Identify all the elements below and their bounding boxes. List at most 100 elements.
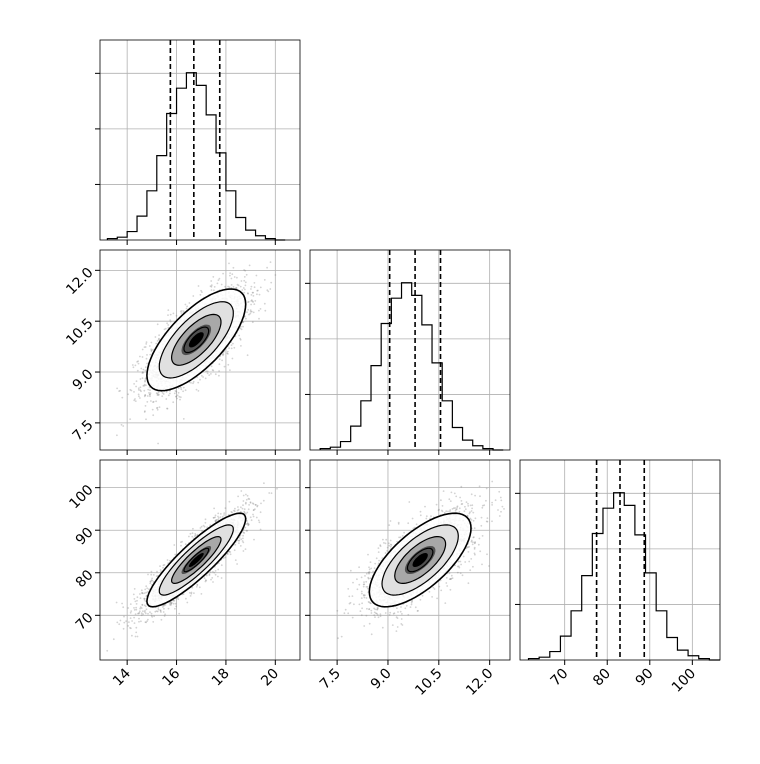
scatter-point — [138, 389, 140, 391]
scatter-point — [205, 518, 207, 520]
scatter-point — [190, 382, 192, 384]
scatter-point — [242, 326, 244, 328]
scatter-point — [243, 292, 245, 294]
scatter-point — [180, 311, 182, 313]
scatter-point — [146, 358, 148, 360]
panel-content-0-2 — [100, 460, 300, 660]
scatter-point — [276, 488, 278, 490]
scatter-point — [135, 636, 137, 638]
scatter-point — [227, 351, 229, 353]
scatter-point — [170, 314, 172, 316]
scatter-point — [151, 342, 153, 344]
scatter-point — [242, 508, 244, 510]
scatter-point — [212, 581, 214, 583]
scatter-point — [177, 394, 179, 396]
scatter-point — [233, 267, 235, 269]
scatter-point — [215, 574, 217, 576]
scatter-point — [218, 370, 220, 372]
scatter-point — [180, 312, 182, 314]
scatter-point — [165, 398, 167, 400]
scatter-point — [186, 306, 188, 308]
scatter-point — [192, 532, 194, 534]
scatter-point — [256, 290, 258, 292]
scatter-point — [253, 312, 255, 314]
scatter-point — [169, 604, 171, 606]
scatter-point — [259, 294, 261, 296]
scatter-point — [167, 559, 169, 561]
scatter-point — [245, 548, 247, 550]
scatter-point — [224, 557, 226, 559]
scatter-point — [246, 499, 248, 501]
scatter-point — [220, 513, 222, 515]
scatter-point — [240, 490, 242, 492]
scatter-point — [224, 286, 226, 288]
scatter-point — [234, 508, 236, 510]
scatter-point — [175, 391, 177, 393]
scatter-point — [174, 608, 176, 610]
scatter-point — [142, 349, 144, 351]
scatter-point — [118, 623, 120, 625]
scatter-point — [229, 369, 231, 371]
scatter-point — [245, 285, 247, 287]
scatter-point — [207, 370, 209, 372]
scatter-point — [121, 603, 123, 605]
scatter-point — [242, 321, 244, 323]
scatter-point — [250, 288, 252, 290]
scatter-point — [155, 336, 157, 338]
scatter-point — [236, 277, 238, 279]
scatter-point — [264, 303, 266, 305]
scatter-point — [140, 386, 142, 388]
scatter-point — [159, 565, 161, 567]
hist-frame-1 — [310, 250, 510, 450]
scatter-point — [225, 507, 227, 509]
scatter-point — [221, 360, 223, 362]
scatter-point — [179, 399, 181, 401]
scatter-point — [250, 304, 252, 306]
scatter-point — [185, 598, 187, 600]
scatter-point — [122, 425, 124, 427]
scatter-point — [188, 536, 190, 538]
scatter-point — [153, 574, 155, 576]
scatter-point — [141, 592, 143, 594]
scatter-point — [132, 364, 134, 366]
scatter-point — [135, 627, 137, 629]
scatter-point — [140, 378, 142, 380]
scatter-point — [259, 521, 261, 523]
scatter-point — [183, 418, 185, 420]
scatter-point — [129, 418, 131, 420]
scatter-point — [106, 650, 108, 652]
scatter-point — [201, 593, 203, 595]
scatter-point — [152, 349, 154, 351]
scatter-point — [144, 370, 146, 372]
scatter-point — [148, 588, 150, 590]
scatter-point — [145, 585, 147, 587]
scatter-point — [142, 613, 144, 615]
scatter-point — [173, 544, 175, 546]
scatter-point — [245, 502, 247, 504]
scatter-point — [255, 504, 257, 506]
scatter-point — [223, 514, 225, 516]
scatter-point — [211, 577, 213, 579]
scatter-point — [180, 387, 182, 389]
scatter-point — [113, 638, 115, 640]
hist-frame-0 — [100, 40, 300, 240]
scatter-point — [178, 392, 180, 394]
scatter-point — [242, 535, 244, 537]
scatter-point — [158, 339, 160, 341]
scatter-point — [174, 554, 176, 556]
scatter-point — [248, 301, 250, 303]
scatter-point — [236, 247, 238, 249]
scatter-point — [139, 610, 141, 612]
scatter-point — [233, 286, 235, 288]
scatter-point — [234, 544, 236, 546]
scatter-point — [247, 495, 249, 497]
scatter-point — [164, 329, 166, 331]
scatter-point — [252, 514, 254, 516]
scatter-point — [149, 354, 151, 356]
scatter-point — [145, 621, 147, 623]
scatter-point — [176, 398, 178, 400]
scatter-point — [180, 545, 182, 547]
scatter-point — [196, 586, 198, 588]
scatter-point — [237, 496, 239, 498]
scatter-point — [217, 283, 219, 285]
